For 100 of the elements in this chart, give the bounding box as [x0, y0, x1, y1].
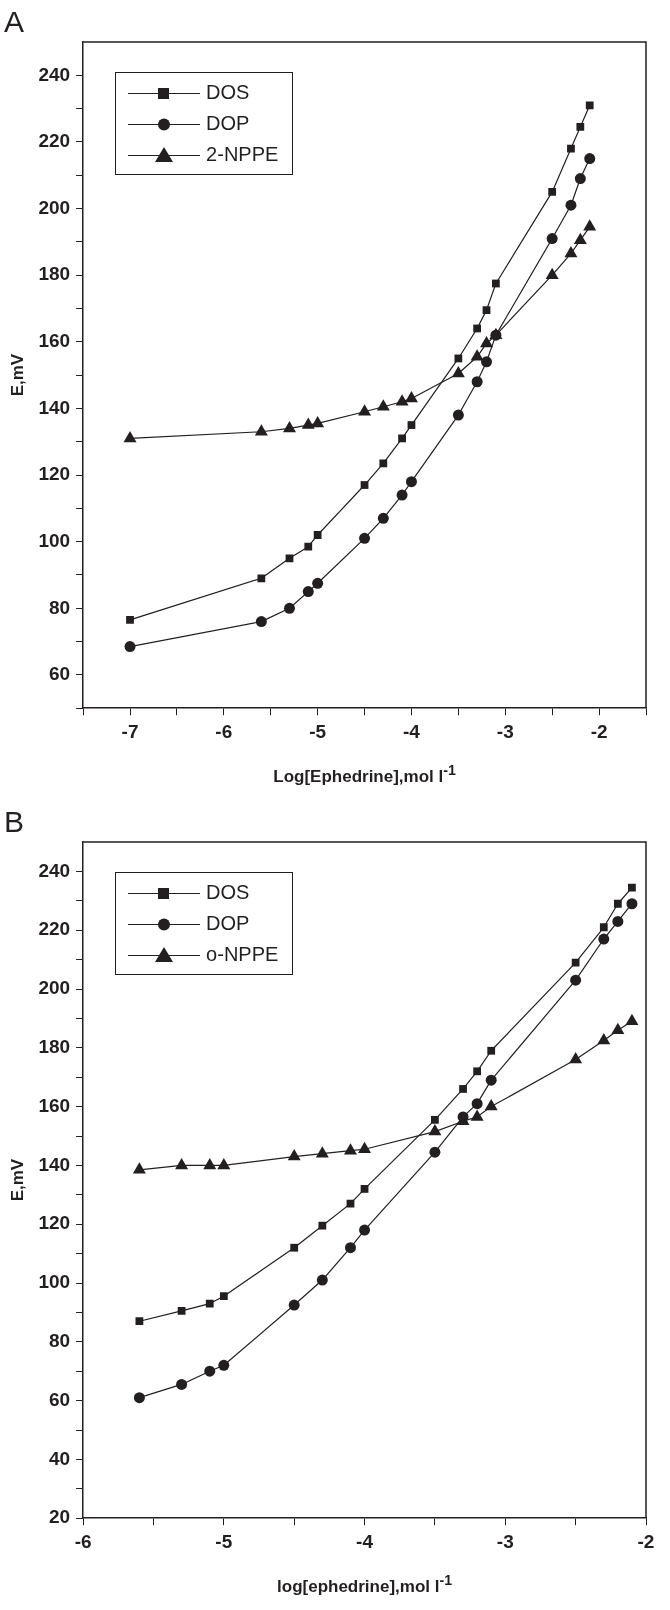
- point: [313, 531, 322, 539]
- point: [358, 1141, 372, 1153]
- point: [123, 430, 137, 443]
- point: [492, 279, 500, 288]
- point: [612, 915, 624, 927]
- point: [205, 1299, 214, 1308]
- point: [359, 1224, 371, 1236]
- point: [343, 1143, 357, 1155]
- point: [177, 1307, 186, 1315]
- point: [613, 899, 622, 908]
- point: [302, 586, 314, 598]
- x-tick-label: -4: [403, 720, 421, 742]
- x-tick-label: -7: [121, 720, 139, 742]
- legend-label: DOP: [206, 912, 250, 935]
- point: [255, 616, 267, 628]
- y-tick-label: 100: [38, 529, 71, 551]
- point: [316, 1274, 328, 1286]
- point: [377, 512, 389, 524]
- point: [290, 1243, 299, 1252]
- point: [567, 144, 575, 153]
- point: [570, 974, 582, 986]
- legend-label: DOS: [206, 81, 250, 104]
- legend-label: DOS: [206, 881, 250, 904]
- point: [611, 1022, 625, 1034]
- point: [204, 1365, 216, 1377]
- point: [304, 542, 313, 551]
- point: [396, 489, 408, 501]
- point: [360, 1185, 369, 1193]
- point: [395, 394, 409, 406]
- y-tick-label: 20: [48, 1506, 71, 1528]
- point: [312, 577, 324, 589]
- point: [360, 481, 369, 489]
- y-axis-title: E,mV: [7, 353, 27, 397]
- y-axis-title: E,mV: [7, 1158, 27, 1202]
- point: [404, 390, 418, 403]
- point: [176, 1378, 188, 1390]
- point: [565, 199, 577, 211]
- point: [470, 1109, 484, 1121]
- point: [359, 532, 371, 544]
- point: [428, 1124, 442, 1136]
- point: [628, 883, 636, 892]
- point: [219, 1292, 228, 1301]
- x-tick-label: -2: [637, 1530, 655, 1552]
- point: [311, 415, 325, 428]
- point: [218, 1359, 230, 1371]
- point: [135, 1317, 144, 1326]
- point: [358, 404, 372, 416]
- point: [452, 409, 464, 421]
- point: [583, 219, 597, 231]
- point: [597, 1032, 611, 1045]
- x-axis-title: Log[Ephedrine],mol l$^{-1}$: [273, 762, 456, 787]
- y-tick-label: 220: [38, 918, 71, 940]
- point: [344, 1242, 356, 1254]
- x-tick-label: -2: [590, 720, 608, 742]
- point: [318, 1221, 327, 1230]
- point: [398, 434, 406, 443]
- point: [626, 898, 638, 910]
- x-tick-label: -6: [215, 720, 233, 742]
- point: [585, 101, 594, 110]
- point: [459, 1085, 467, 1093]
- point: [254, 424, 268, 436]
- point: [126, 616, 134, 624]
- y-tick-label: 160: [38, 1094, 71, 1116]
- legend-label: DOP: [206, 112, 250, 135]
- y-tick-label: 180: [38, 263, 71, 285]
- point: [471, 1098, 483, 1110]
- chart-title: A: [4, 5, 25, 39]
- y-tick-label: 140: [38, 1153, 71, 1175]
- y-tick-label: 100: [38, 1271, 71, 1293]
- y-tick-label: 200: [38, 196, 71, 218]
- y-tick-label: 120: [38, 463, 71, 485]
- point: [287, 1149, 301, 1161]
- point: [454, 354, 463, 363]
- point: [545, 267, 559, 279]
- point: [571, 958, 580, 967]
- point: [548, 188, 557, 196]
- point: [481, 356, 493, 368]
- point: [599, 923, 608, 932]
- point: [625, 1013, 639, 1026]
- point: [451, 365, 465, 378]
- point: [379, 459, 388, 468]
- point: [283, 420, 296, 433]
- point: [405, 476, 417, 488]
- x-tick-label: -3: [496, 720, 514, 742]
- point: [546, 233, 558, 245]
- point: [473, 324, 482, 333]
- y-tick-label: 140: [38, 396, 71, 418]
- legend-label: o-NPPE: [206, 943, 279, 966]
- point: [203, 1157, 217, 1170]
- point: [574, 173, 586, 185]
- x-tick-label: -5: [309, 720, 327, 742]
- point: [569, 1052, 583, 1064]
- chart-title: B: [4, 805, 25, 839]
- point: [573, 232, 587, 244]
- point: [288, 1299, 300, 1311]
- y-tick-label: 240: [38, 859, 71, 881]
- point: [132, 1162, 146, 1174]
- y-tick-label: 240: [38, 63, 71, 85]
- y-tick-label: 60: [48, 1388, 71, 1410]
- y-tick-label: 80: [48, 596, 71, 618]
